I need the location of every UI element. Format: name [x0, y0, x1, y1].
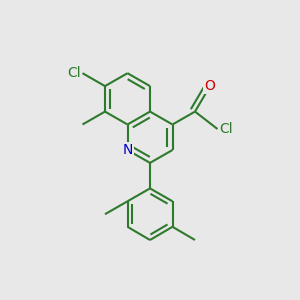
Text: Cl: Cl [68, 66, 81, 80]
Text: N: N [122, 143, 133, 157]
Text: O: O [205, 79, 215, 93]
Text: Cl: Cl [219, 122, 232, 136]
